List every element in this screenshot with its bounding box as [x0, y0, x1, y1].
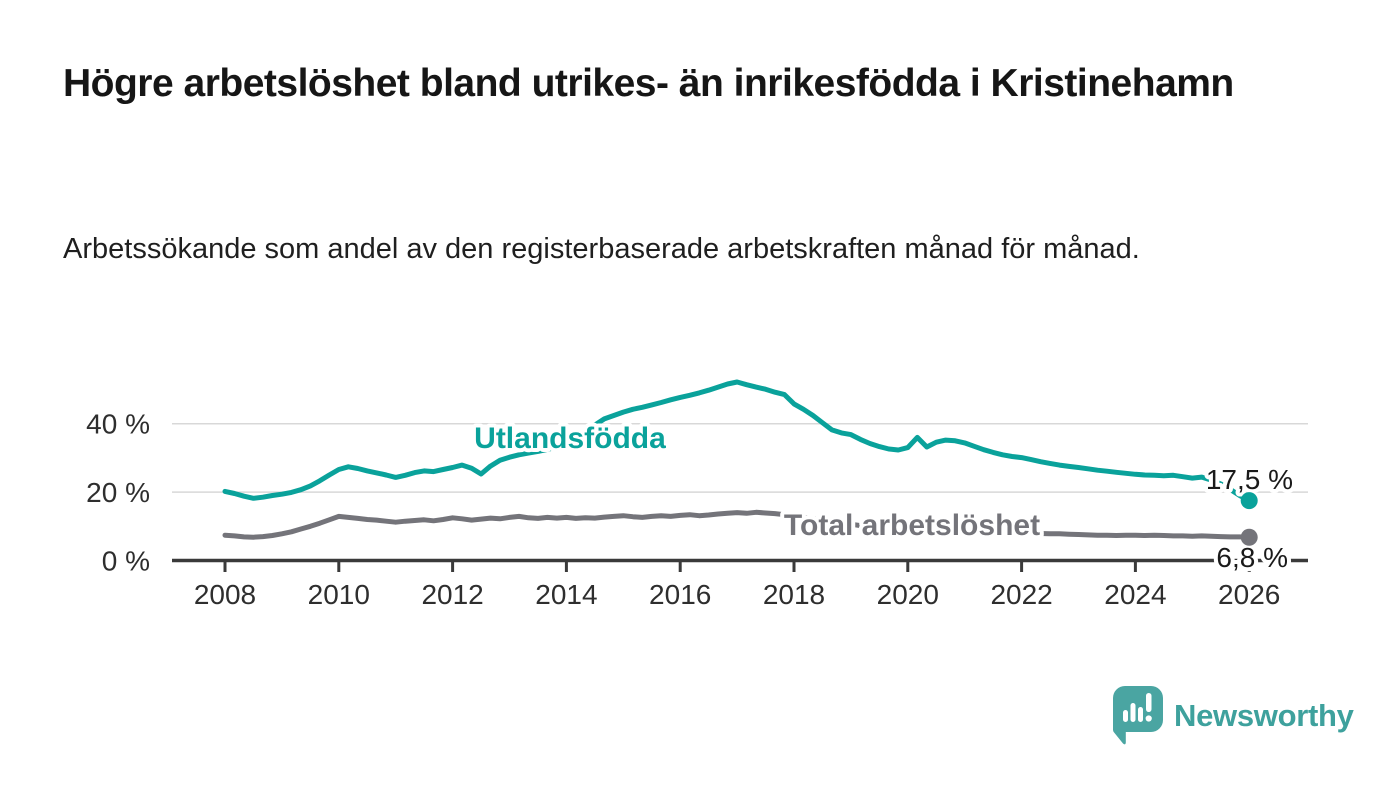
y-tick-label: 40 %: [86, 409, 150, 440]
x-tick-label: 2022: [990, 579, 1052, 610]
logo-bar-1: [1123, 710, 1128, 722]
line-chart: 2008 2010 2012 2014 2016 2018 2020 2022 2024 2026…: [0, 355, 1400, 645]
x-tick-label: 2026: [1218, 579, 1280, 610]
series-end-dot: [1240, 528, 1258, 546]
brand-name: Newsworthy: [1174, 698, 1354, 733]
logo-bar-3: [1138, 707, 1143, 722]
chart-canvas: 2008 2010 2012 2014 2016 2018 2020 2022 2024 2026…: [86, 379, 1308, 610]
x-tick-label: 2012: [421, 579, 483, 610]
y-tick-label: 0 %: [102, 546, 150, 577]
x-tick-label: 2016: [649, 579, 711, 610]
chart-title: Högre arbetslöshet bland utrikes- än inr…: [63, 62, 1234, 105]
series-label: Utlandsfödda: [474, 422, 666, 455]
series-line-total: [222, 509, 1252, 540]
newsworthy-logo-icon: [1113, 686, 1163, 745]
x-tick-label: 2024: [1104, 579, 1166, 610]
series-label: Total arbetslöshet: [784, 509, 1040, 542]
end-value-label: 17,5 %: [1206, 464, 1293, 495]
y-tick-label: 20 %: [86, 477, 150, 508]
logo-exclamation-dot: [1145, 715, 1152, 722]
x-tick-label: 2008: [194, 579, 256, 610]
brand-footer: Newsworthy: [1113, 686, 1354, 746]
x-tick-label: 2014: [535, 579, 597, 610]
logo-exclamation-bar: [1146, 693, 1152, 712]
chart-subtitle: Arbetssökande som andel av den registerb…: [63, 233, 1140, 265]
series-line-utlandsfodda: [222, 379, 1252, 504]
x-tick-label: 2020: [877, 579, 939, 610]
x-tick-label: 2018: [763, 579, 825, 610]
end-value-label: 6,8 %: [1216, 542, 1288, 573]
series-end-dot: [1240, 492, 1258, 510]
x-tick-label: 2010: [308, 579, 370, 610]
logo-bar-2: [1130, 703, 1136, 722]
